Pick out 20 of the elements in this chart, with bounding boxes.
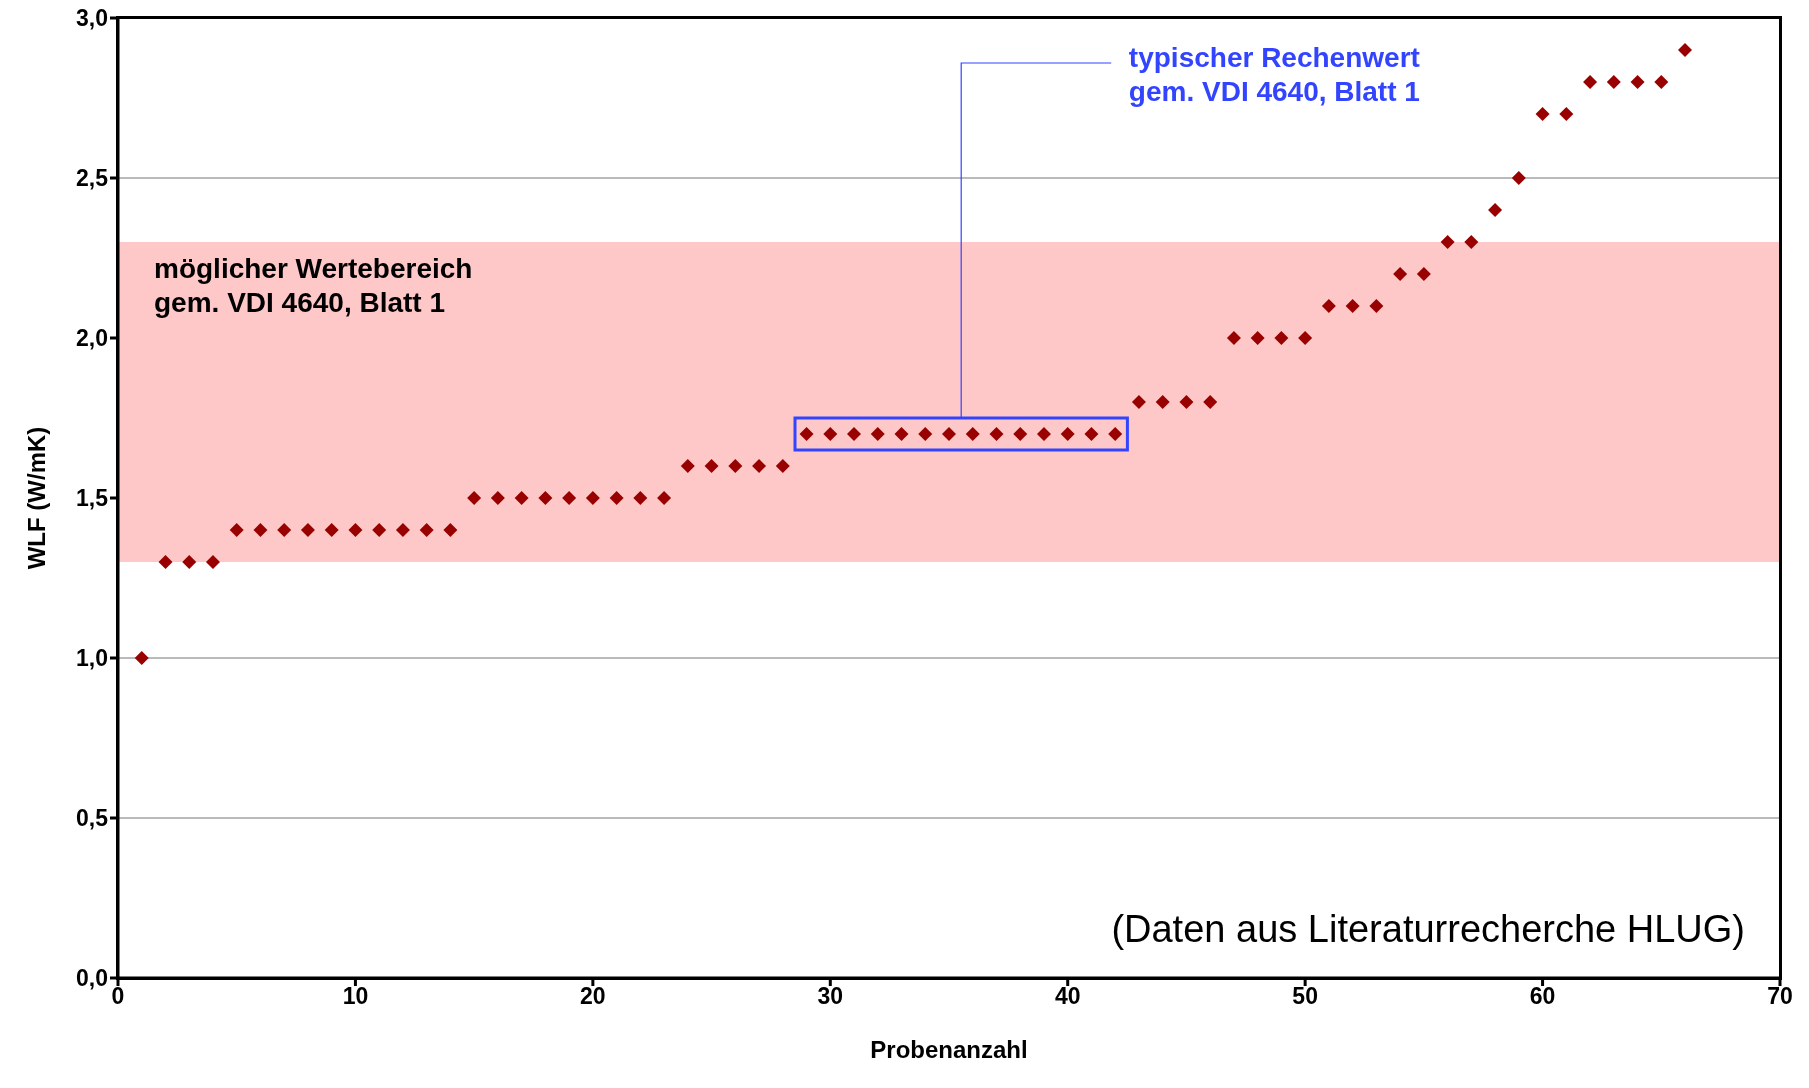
x-tick-label: 0 bbox=[111, 983, 125, 1010]
y-tick-label: 0,0 bbox=[76, 965, 108, 992]
x-tick-label: 50 bbox=[1292, 983, 1318, 1010]
y-tick-label: 3,0 bbox=[76, 5, 108, 32]
x-axis-title: Probenanzahl bbox=[870, 1036, 1028, 1064]
x-tick-label: 30 bbox=[817, 983, 844, 1010]
x-tick-label: 40 bbox=[1054, 983, 1081, 1010]
y-tick-label: 0,5 bbox=[76, 805, 109, 832]
x-tick-label: 10 bbox=[342, 983, 369, 1010]
x-tick-label: 20 bbox=[580, 983, 606, 1010]
y-axis-title: WLF (W/mK) bbox=[22, 426, 50, 570]
band-label: möglicher Wertebereich gem. VDI 4640, Blatt 1 bbox=[154, 252, 473, 320]
y-tick-label: 2,5 bbox=[76, 165, 109, 192]
y-tick-label: 2,0 bbox=[76, 325, 108, 352]
x-tick-label: 60 bbox=[1529, 983, 1556, 1010]
annotation: typischer Rechenwert gem. VDI 4640, Blatt 1 bbox=[1128, 41, 1420, 109]
y-tick-label: 1,0 bbox=[76, 645, 108, 672]
y-tick-label: 1,5 bbox=[76, 485, 109, 512]
annotation: (Daten aus Literaturrecherche HLUG) bbox=[1111, 908, 1745, 951]
x-tick-label: 70 bbox=[1767, 983, 1793, 1010]
